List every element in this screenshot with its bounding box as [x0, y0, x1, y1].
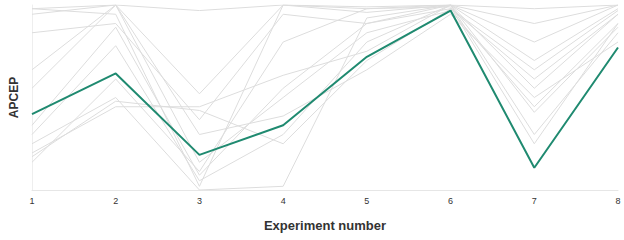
svg-text:3: 3: [197, 196, 202, 206]
svg-text:7: 7: [532, 196, 537, 206]
svg-text:Experiment number: Experiment number: [264, 218, 386, 233]
svg-text:4: 4: [281, 196, 286, 206]
svg-text:2: 2: [113, 196, 118, 206]
svg-text:1: 1: [29, 196, 34, 206]
svg-text:5: 5: [364, 196, 369, 206]
svg-text:APCEP: APCEP: [7, 77, 21, 118]
svg-text:6: 6: [448, 196, 453, 206]
svg-text:8: 8: [615, 196, 620, 206]
